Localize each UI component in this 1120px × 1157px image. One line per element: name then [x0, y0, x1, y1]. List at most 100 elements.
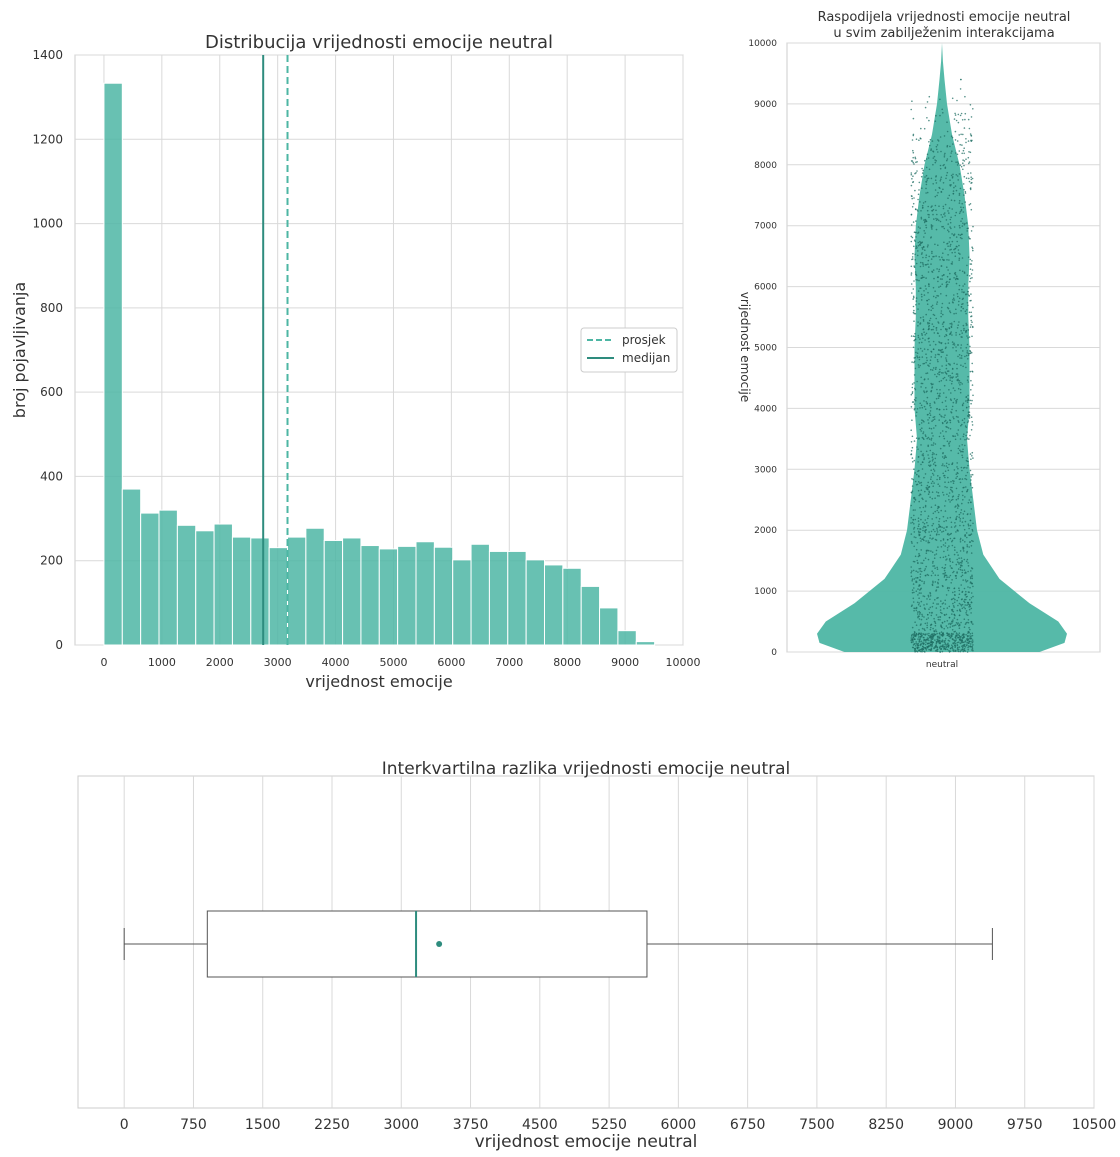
violin-jitter-point	[945, 422, 948, 425]
violin-jitter-point	[914, 407, 916, 410]
histogram-bar	[635, 641, 656, 646]
violin-jitter-point	[963, 626, 966, 628]
violin-jitter-point	[923, 236, 925, 238]
violin-jitter-point	[950, 582, 952, 584]
violin-jitter-point	[969, 541, 971, 543]
violin-jitter-point	[924, 557, 927, 559]
violin-jitter-point	[954, 152, 957, 154]
violin-jitter-point	[968, 406, 970, 408]
violin-jitter-point	[968, 635, 970, 637]
violin-jitter-point	[965, 610, 968, 612]
boxplot-x-tick-label: 8250	[868, 1117, 904, 1133]
violin-jitter-point	[945, 334, 948, 337]
violin-jitter-point	[933, 416, 936, 418]
violin-jitter-point	[937, 295, 940, 297]
violin-jitter-point	[921, 497, 923, 500]
violin-jitter-point	[953, 639, 955, 641]
violin-jitter-point	[915, 645, 917, 647]
violin-jitter-point	[928, 255, 930, 258]
violin-jitter-point	[934, 639, 936, 641]
violin-jitter-point	[949, 537, 952, 540]
violin-jitter-point	[944, 400, 947, 402]
violin-jitter-point	[930, 626, 932, 629]
violin-jitter-point	[910, 635, 913, 637]
violin-jitter-point	[917, 226, 920, 228]
violin-jitter-point	[917, 364, 920, 366]
violin-jitter-point	[967, 118, 970, 121]
violin-jitter-point	[937, 483, 939, 486]
violin-jitter-point	[948, 302, 951, 304]
histogram-title: Distribucija vrijednosti emocije neutral	[205, 32, 553, 53]
violin-jitter-point	[967, 140, 970, 142]
violin-jitter-point	[936, 586, 938, 588]
violin-jitter-point	[913, 309, 915, 312]
violin-jitter-point	[960, 450, 962, 453]
violin-jitter-point	[963, 327, 965, 330]
violin-jitter-point	[968, 127, 971, 130]
violin-jitter-point	[943, 641, 946, 643]
violin-jitter-point	[940, 214, 942, 216]
violin-jitter-point	[952, 610, 955, 613]
violin-jitter-point	[953, 642, 955, 645]
violin-jitter-point	[919, 579, 922, 581]
violin-jitter-point	[932, 367, 935, 369]
violin-jitter-point	[943, 550, 945, 553]
violin-jitter-point	[945, 346, 947, 349]
violin-jitter-point	[927, 524, 929, 527]
violin-jitter-point	[951, 567, 953, 570]
violin-jitter-point	[910, 274, 913, 276]
violin-jitter-point	[937, 397, 940, 400]
violin-jitter-point	[917, 193, 920, 196]
violin-jitter-point	[941, 401, 944, 404]
violin-jitter-point	[961, 603, 964, 606]
iqr-box	[206, 910, 648, 978]
violin-jitter-point	[948, 278, 951, 281]
violin-jitter-point	[963, 188, 965, 191]
violin-jitter-point	[959, 357, 961, 359]
violin-jitter-point	[943, 156, 946, 158]
violin-jitter-point	[913, 501, 916, 503]
violin-jitter-point	[936, 194, 938, 197]
violin-jitter-point	[910, 160, 913, 162]
violin-jitter-point	[937, 349, 940, 351]
violin-jitter-point	[946, 493, 948, 496]
violin-jitter-point	[942, 372, 944, 374]
violin-jitter-point	[935, 175, 937, 177]
violin-jitter-point	[926, 359, 928, 362]
violin-jitter-point	[922, 318, 925, 321]
violin-jitter-point	[952, 591, 954, 594]
violin-jitter-point	[942, 188, 944, 191]
violin-jitter-point	[939, 616, 942, 618]
violin-jitter-point	[957, 121, 960, 124]
violin-jitter-point	[958, 244, 960, 247]
violin-jitter-point	[932, 419, 934, 421]
violin-jitter-point	[921, 252, 923, 254]
violin-jitter-point	[932, 458, 934, 461]
violin-jitter-point	[947, 245, 949, 247]
histogram-bar	[195, 530, 215, 646]
violin-jitter-point	[923, 378, 926, 380]
violin-jitter-point	[958, 202, 961, 204]
violin-jitter-point	[938, 525, 941, 527]
violin-jitter-point	[913, 578, 916, 580]
violin-jitter-point	[925, 183, 928, 186]
violin-jitter-point	[946, 486, 948, 489]
violin-jitter-point	[953, 650, 955, 653]
violin-jitter-point	[945, 396, 947, 399]
violin-jitter-point	[960, 306, 963, 308]
violin-jitter-point	[936, 303, 938, 305]
violin-jitter-point	[961, 490, 964, 493]
violin-jitter-point	[936, 388, 938, 391]
violin-jitter-point	[952, 297, 955, 300]
violin-jitter-point	[936, 148, 938, 151]
violin-jitter-point	[959, 438, 962, 440]
violin-jitter-point	[965, 222, 968, 224]
violin-jitter-point	[939, 639, 941, 642]
violin-jitter-point	[937, 578, 940, 581]
violin-jitter-point	[931, 460, 934, 462]
violin-jitter-point	[943, 416, 945, 419]
violin-jitter-point	[959, 650, 962, 653]
violin-jitter-point	[924, 622, 927, 625]
violin-jitter-point	[963, 160, 966, 162]
violin-jitter-point	[912, 175, 914, 177]
